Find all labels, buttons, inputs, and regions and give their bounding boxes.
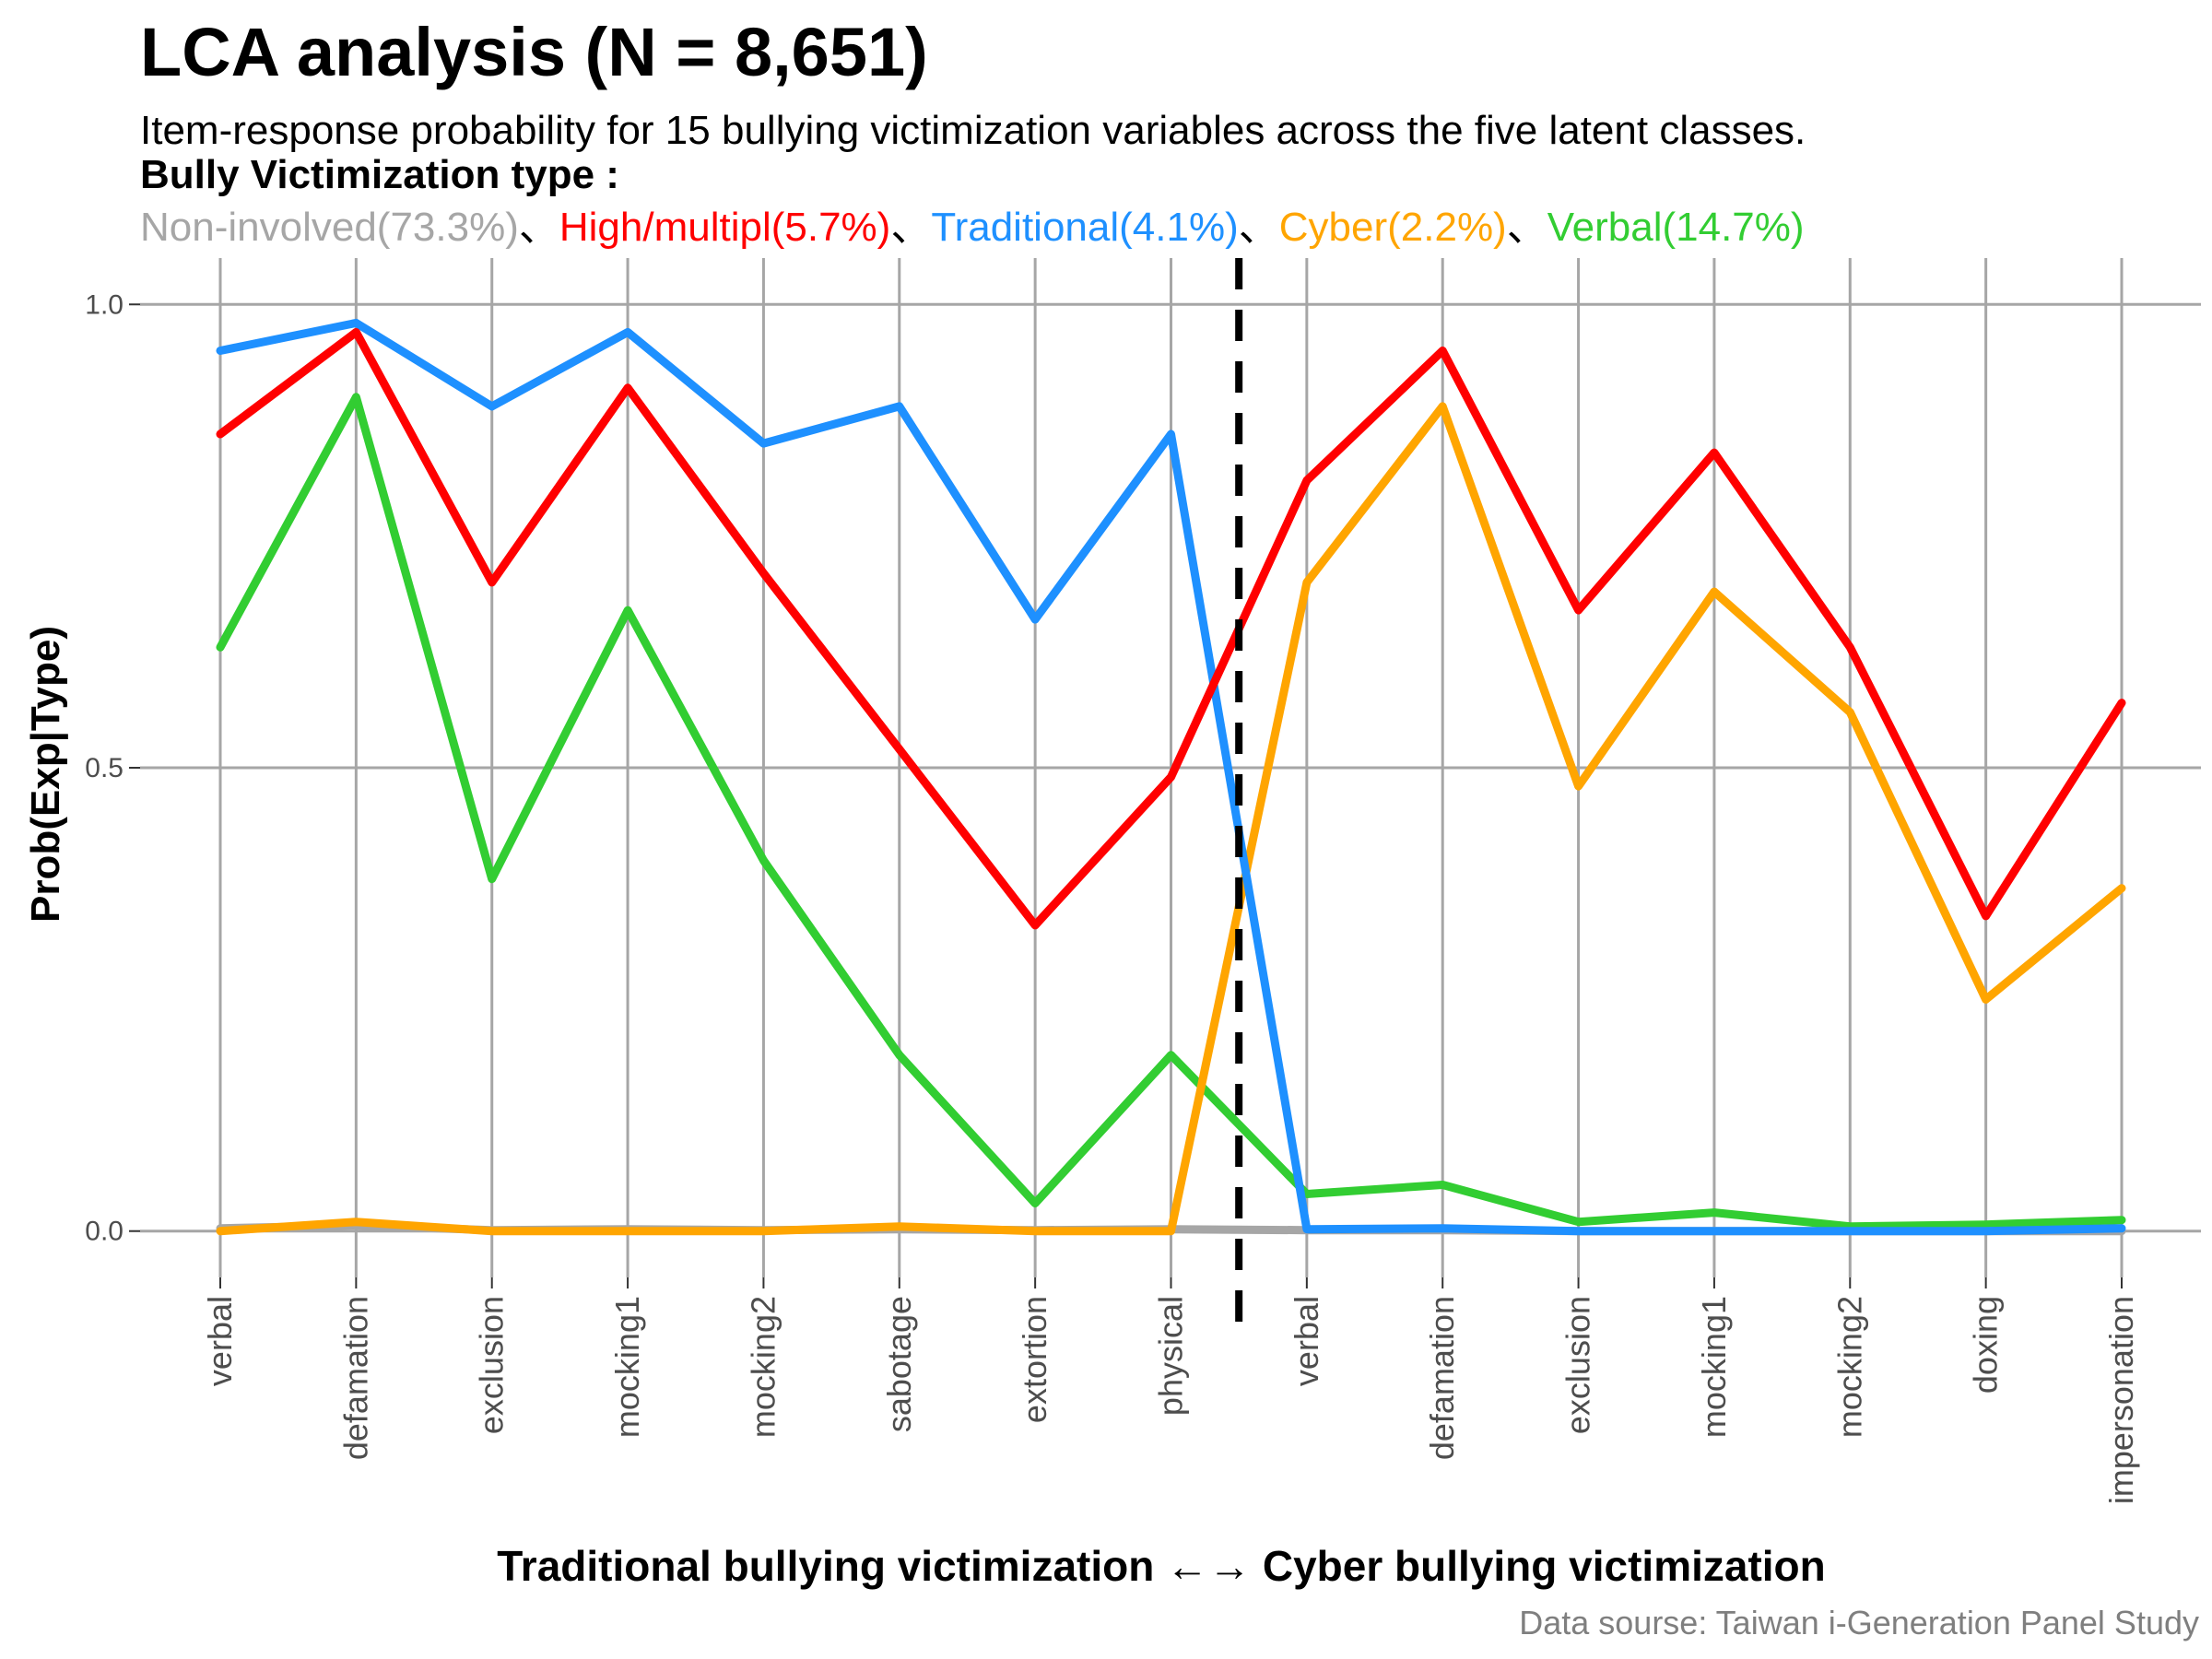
x-tick-label: exclusion (473, 1296, 511, 1434)
legend-heading: Bully Victimization type : (140, 152, 619, 197)
x-tick-label: impersonation (2102, 1296, 2140, 1504)
x-axis-label: Traditional bullying victimization ←→ Cy… (497, 1542, 1826, 1590)
chart-title: LCA analysis (N = 8,651) (140, 14, 928, 90)
legend-item: Cyber(2.2%) (1278, 205, 1507, 250)
x-tick-label: verbal (201, 1296, 239, 1386)
legend-separator: 、 (518, 205, 559, 250)
x-tick-label: doxing (1967, 1296, 2005, 1394)
chart-subtitle: Item-response probability for 15 bullyin… (140, 108, 1806, 153)
legend-item: Verbal(14.7%) (1547, 205, 1805, 250)
x-tick-label: verbal (1288, 1296, 1325, 1386)
legend-item: High/multipl(5.7%) (559, 205, 891, 250)
y-tick-label: 1.0 (85, 289, 124, 320)
legend-separator: 、 (1238, 205, 1279, 250)
x-tick-label: mocking2 (744, 1296, 782, 1438)
x-tick-label: mocking1 (608, 1296, 646, 1438)
y-tick-label: 0.0 (85, 1217, 124, 1247)
x-tick-label: mocking1 (1695, 1296, 1733, 1438)
x-tick-label: physical (1152, 1296, 1190, 1416)
legend-separator: 、 (890, 205, 932, 250)
legend-item: Traditional(4.1%) (931, 205, 1239, 250)
legend-item: Non-involved(73.3%) (140, 205, 519, 250)
series-line-4 (216, 318, 2126, 1236)
series-line-5 (216, 327, 2126, 930)
x-tick-label: extortion (1016, 1296, 1053, 1423)
series-line-2 (216, 393, 2126, 1231)
x-tick-label: mocking2 (1830, 1296, 1868, 1438)
x-tick-label: sabotage (880, 1296, 918, 1432)
y-tick-label: 0.5 (85, 753, 124, 783)
y-axis-label: Prob(Exp|Type) (23, 626, 68, 923)
legend-separator: 、 (1506, 205, 1547, 250)
x-tick-label: exclusion (1559, 1296, 1597, 1434)
x-tick-label: defamation (1423, 1296, 1461, 1460)
legend: Non-involved(73.3%)、High/multipl(5.7%)、T… (140, 194, 1805, 253)
x-tick-label: defamation (336, 1296, 374, 1460)
series-line-3 (216, 402, 2126, 1236)
data-source-caption: Data sourse: Taiwan i-Generation Panel S… (1519, 1604, 2199, 1641)
